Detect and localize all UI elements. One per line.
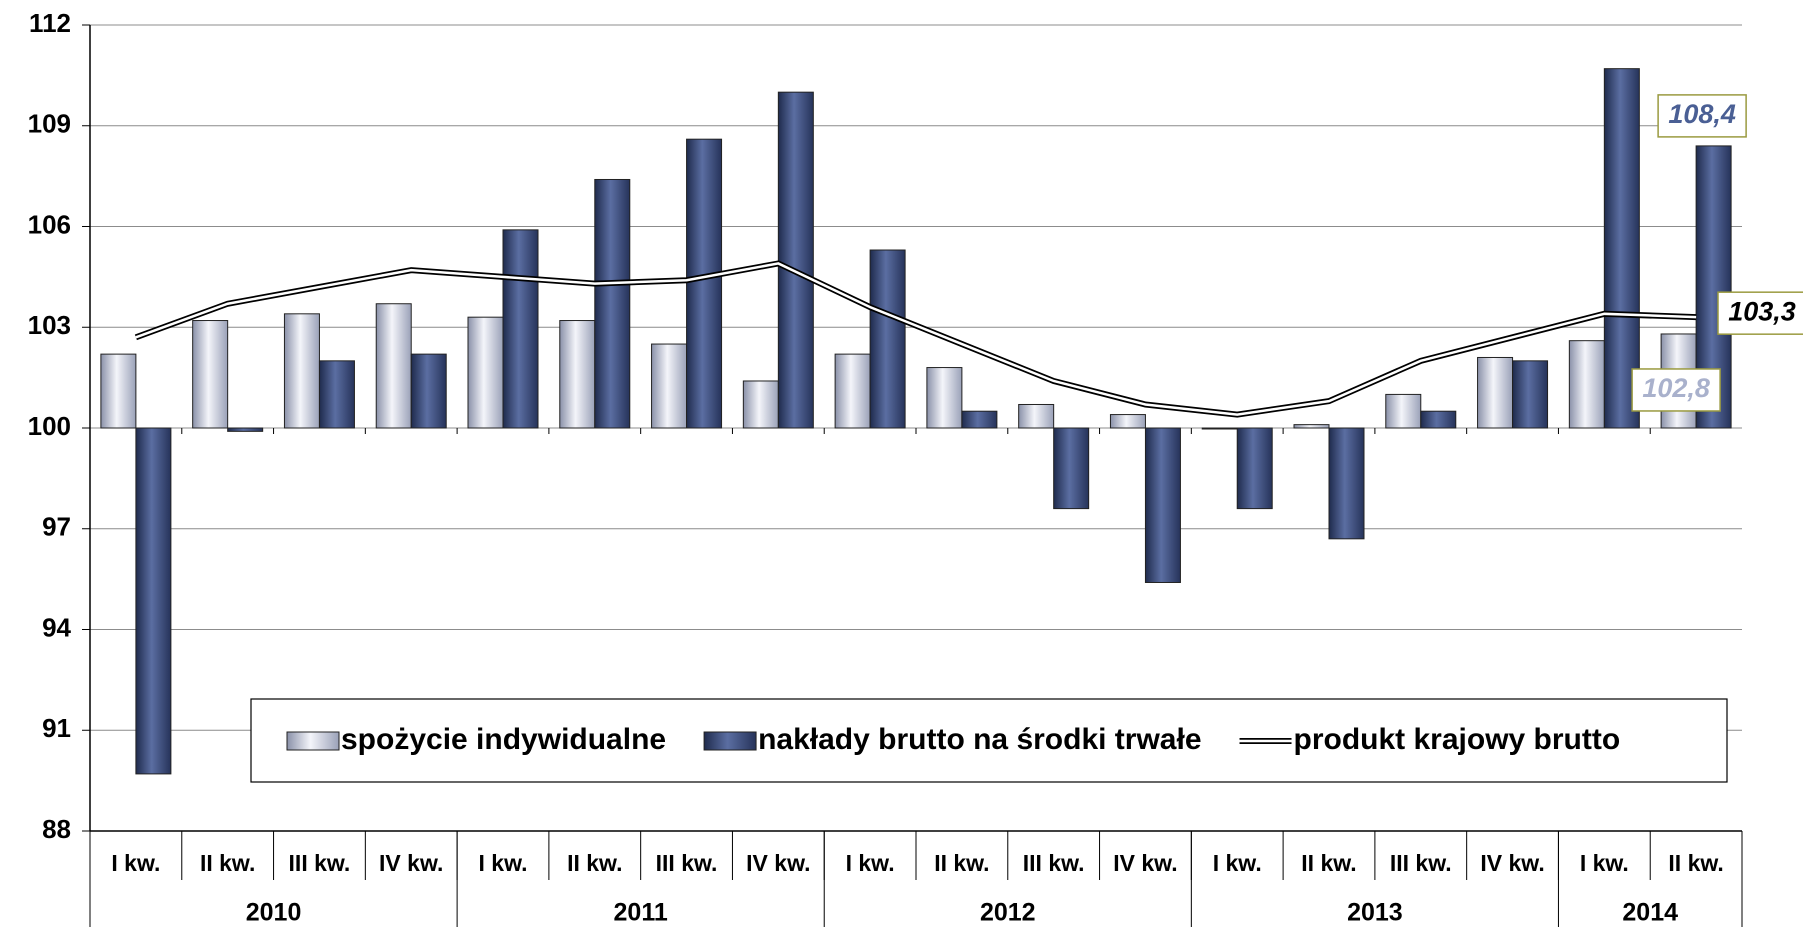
line-inner	[135, 262, 1697, 416]
bar	[926, 367, 963, 429]
legend-swatch	[286, 731, 340, 751]
bar	[502, 229, 539, 429]
x-tick-label: III kw.	[1390, 850, 1452, 876]
y-tick-label: 100	[28, 411, 71, 441]
data-label-box	[1657, 94, 1747, 138]
data-label: 103,3	[1728, 296, 1796, 326]
x-tick-label: I kw.	[846, 850, 895, 876]
bar	[318, 360, 355, 429]
bar	[467, 316, 504, 429]
bar	[1293, 424, 1330, 429]
bar	[135, 427, 172, 775]
y-tick-label: 88	[42, 814, 71, 844]
legend-label: spożycie indywidualne	[341, 723, 666, 756]
data-label: 102,8	[1642, 373, 1710, 403]
y-tick-label: 109	[28, 109, 71, 139]
bar	[1512, 360, 1549, 429]
bar	[1236, 427, 1273, 510]
bar	[869, 249, 906, 429]
bar	[1385, 393, 1422, 429]
x-tick-label: IV kw.	[379, 850, 443, 876]
year-label: 2014	[1622, 899, 1678, 927]
bar	[1420, 410, 1457, 429]
bar	[559, 320, 596, 429]
bar	[192, 320, 229, 429]
bar	[686, 138, 723, 429]
x-tick-label: III kw.	[656, 850, 718, 876]
x-tick-label: III kw.	[289, 850, 351, 876]
bar	[961, 410, 998, 429]
legend-label: nakłady brutto na środki trwałe	[758, 723, 1201, 756]
line-outer	[134, 260, 1697, 418]
legend-label: produkt krajowy brutto	[1294, 723, 1621, 756]
y-tick-label: 94	[42, 612, 71, 642]
bar	[227, 427, 264, 432]
bar	[283, 313, 320, 429]
bar	[1053, 427, 1090, 510]
y-tick-label: 91	[42, 713, 71, 743]
x-tick-label: I kw.	[111, 850, 160, 876]
y-tick-label: 97	[42, 512, 71, 542]
bar	[1328, 427, 1365, 540]
data-label-box	[1631, 368, 1721, 412]
y-tick-label: 106	[28, 209, 71, 239]
bar	[594, 178, 631, 429]
legend: spożycie indywidualne nakłady brutto na ś…	[250, 698, 1728, 783]
y-tick-label: 112	[29, 8, 71, 38]
x-tick-label: II kw.	[1301, 850, 1356, 876]
bar	[1477, 356, 1514, 429]
bar	[100, 353, 137, 429]
year-label: 2012	[980, 899, 1036, 927]
bar	[1144, 427, 1181, 583]
bar	[834, 353, 871, 429]
bar	[1568, 340, 1605, 429]
year-label: 2010	[246, 899, 302, 927]
x-tick-label: II kw.	[567, 850, 622, 876]
y-tick-label: 103	[28, 310, 71, 340]
bar	[1201, 427, 1238, 430]
x-tick-label: II kw.	[934, 850, 989, 876]
bar	[651, 343, 688, 429]
x-tick-label: I kw.	[1213, 850, 1262, 876]
x-tick-label: II kw.	[200, 850, 255, 876]
bar	[410, 353, 447, 429]
legend-box	[250, 698, 1728, 783]
bar	[1603, 68, 1640, 429]
bar	[742, 380, 779, 429]
bar	[777, 91, 814, 429]
x-tick-label: I kw.	[1580, 850, 1629, 876]
data-label-box	[1717, 291, 1803, 335]
bar	[375, 303, 412, 429]
data-label: 108,4	[1668, 99, 1736, 129]
year-label: 2011	[614, 899, 668, 927]
x-tick-label: IV kw.	[746, 850, 810, 876]
x-tick-label: II kw.	[1668, 850, 1723, 876]
x-tick-label: I kw.	[479, 850, 528, 876]
year-label: 2013	[1347, 899, 1403, 927]
x-tick-label: IV kw.	[1113, 850, 1177, 876]
bar	[1109, 414, 1146, 429]
x-tick-label: III kw.	[1023, 850, 1085, 876]
x-tick-label: IV kw.	[1480, 850, 1544, 876]
legend-swatch	[703, 731, 757, 751]
bar	[1018, 403, 1055, 429]
